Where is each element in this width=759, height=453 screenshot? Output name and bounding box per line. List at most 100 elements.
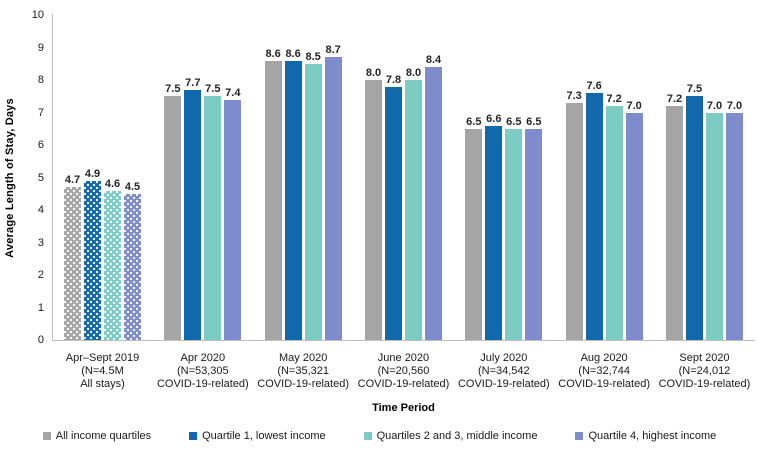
legend-label: Quartiles 2 and 3, middle income [376, 430, 538, 442]
bar [204, 96, 222, 340]
bar-value-label: 8.6 [265, 47, 281, 60]
bar-value-label: 7.4 [225, 86, 241, 99]
bar [104, 190, 121, 340]
y-tick-label: 9 [37, 41, 44, 54]
bar [665, 106, 683, 340]
bar-with-label: 7.7 [184, 76, 202, 340]
bar-with-label: 8.5 [304, 50, 322, 340]
x-category-label: Apr 2020 (N=53,305 COVID-19-related) [157, 352, 249, 394]
bar [404, 80, 422, 340]
bar-group: 8.0 7.8 8.0 8.4 [364, 54, 442, 340]
y-tick-label: 1 [37, 301, 44, 314]
bar-with-label: 8.0 [404, 67, 422, 340]
bar-value-label: 8.5 [305, 50, 321, 63]
y-tick-label: 3 [37, 236, 44, 249]
bar [585, 93, 603, 340]
x-axis-title: Time Period [372, 402, 435, 414]
bar-value-label: 8.0 [405, 67, 422, 79]
bar-value-label: 7.6 [586, 80, 602, 92]
chart-area: Average Length of Stay, Days 0 1 2 3 4 5 6 7 8 9 1… [0, 8, 755, 347]
bar-group: 8.6 8.6 8.5 8.7 [264, 44, 342, 340]
bar [264, 60, 282, 340]
bar [485, 125, 503, 340]
legend-label: Quartile 1, lowest income [202, 430, 326, 442]
bar-with-label: 4.7 [64, 174, 81, 340]
bar-with-label: 8.6 [284, 48, 302, 340]
bar-with-label: 4.5 [124, 181, 141, 340]
bar-value-label: 4.9 [84, 167, 101, 180]
bar [625, 112, 643, 340]
legend-swatch-icon [575, 432, 584, 440]
bar-with-label: 8.7 [324, 44, 342, 340]
y-tick-label: 0 [37, 334, 44, 346]
legend-swatch-icon [189, 432, 198, 440]
bar-with-label: 7.5 [204, 83, 222, 340]
legend: All income quartiles Quartile 1, lowest i… [0, 430, 759, 442]
bar [565, 102, 583, 340]
bar [164, 96, 182, 340]
legend-item: All income quartiles [42, 430, 151, 442]
bar-with-label: 8.6 [264, 47, 282, 340]
bar-value-label: 7.5 [165, 83, 181, 96]
bar [525, 128, 543, 340]
bar-value-label: 7.8 [385, 73, 402, 86]
x-category-label-text: Apr 2020 (N=53,305 COVID-19-related) [156, 352, 249, 390]
y-tick-label: 4 [37, 204, 44, 216]
bar-with-label: 7.6 [585, 80, 603, 340]
bar [284, 60, 302, 340]
bar-value-label: 7.2 [666, 93, 683, 105]
y-tick-label: 7 [37, 106, 44, 119]
bar [64, 187, 81, 340]
bar [224, 99, 242, 340]
y-tick-label: 8 [37, 74, 44, 86]
x-category-label: May 2020 (N=35,321 COVID-19-related) [257, 352, 349, 394]
y-axis-title-column: Average Length of Stay, Days [0, 8, 20, 347]
bar-with-label: 7.8 [384, 73, 402, 340]
y-tick-label: 5 [37, 171, 44, 184]
bar-value-label: 6.6 [486, 112, 502, 125]
bar [384, 86, 402, 340]
bar [465, 128, 483, 340]
bar-group: 7.5 7.7 7.5 7.4 [164, 76, 242, 340]
bar-group: 6.5 6.6 6.5 6.5 [465, 112, 543, 340]
y-axis-ticks: 0 1 2 3 4 5 6 7 8 9 10 [20, 8, 52, 347]
bar [304, 63, 322, 340]
bar-group: 7.2 7.5 7.0 7.0 [665, 83, 743, 340]
y-tick-label: 2 [37, 269, 44, 281]
bar-value-label: 4.6 [104, 177, 121, 190]
bar-with-label: 7.4 [224, 86, 242, 340]
x-category-label-text: June 2020 (N=20,560 COVID-19-related) [357, 352, 450, 390]
plot-area: 4.7 4.9 4.6 4.5 7.5 7.7 7.5 7.4 8.6 8.6 8.5 8.7 8.0 7… [52, 8, 755, 347]
bar-with-label: 7.0 [705, 100, 723, 340]
bar [184, 89, 202, 340]
bar-with-label: 7.5 [685, 83, 703, 340]
bar-value-label: 6.5 [526, 115, 542, 128]
bar-group: 7.3 7.6 7.2 7.0 [565, 80, 643, 340]
bar-value-label: 8.0 [365, 67, 382, 79]
x-category-label-text: July 2020 (N=34,542 COVID-19-related) [457, 352, 550, 390]
bar-value-label: 7.5 [205, 83, 221, 96]
bar-value-label: 7.0 [626, 99, 642, 112]
x-category-label: July 2020 (N=34,542 COVID-19-related) [458, 352, 550, 394]
y-tick-label: 6 [37, 139, 44, 151]
bar-value-label: 7.5 [686, 83, 703, 96]
bar-groups: 4.7 4.9 4.6 4.5 7.5 7.7 7.5 7.4 8.6 8.6 8.5 8.7 8.0 7… [52, 15, 755, 340]
x-category-label-text: Aug 2020 (N=32,744 COVID-19-related) [558, 352, 650, 390]
bar-with-label: 8.0 [364, 67, 382, 340]
x-category-label: Apr–Sept 2019 (N=4.5M All stays) [64, 352, 141, 394]
x-category-label-text: May 2020 (N=35,321 COVID-19-related) [257, 352, 349, 390]
y-axis-title: Average Length of Stay, Days [4, 97, 16, 258]
bar-value-label: 8.4 [425, 54, 442, 66]
bar-with-label: 6.5 [505, 116, 523, 340]
x-category-label: Sept 2020 (N=24,012 COVID-19-related) [659, 352, 751, 394]
legend-item: Quartiles 2 and 3, middle income [363, 430, 538, 442]
bar-with-label: 7.0 [625, 99, 643, 340]
bar-value-label: 7.7 [185, 76, 201, 89]
bar [84, 180, 101, 340]
x-category-label-text: Sept 2020 (N=24,012 COVID-19-related) [658, 352, 751, 390]
bar-with-label: 6.5 [465, 115, 483, 340]
bar-value-label: 4.7 [64, 174, 81, 187]
bar-value-label: 6.5 [466, 115, 482, 128]
bar-value-label: 7.3 [566, 89, 582, 102]
